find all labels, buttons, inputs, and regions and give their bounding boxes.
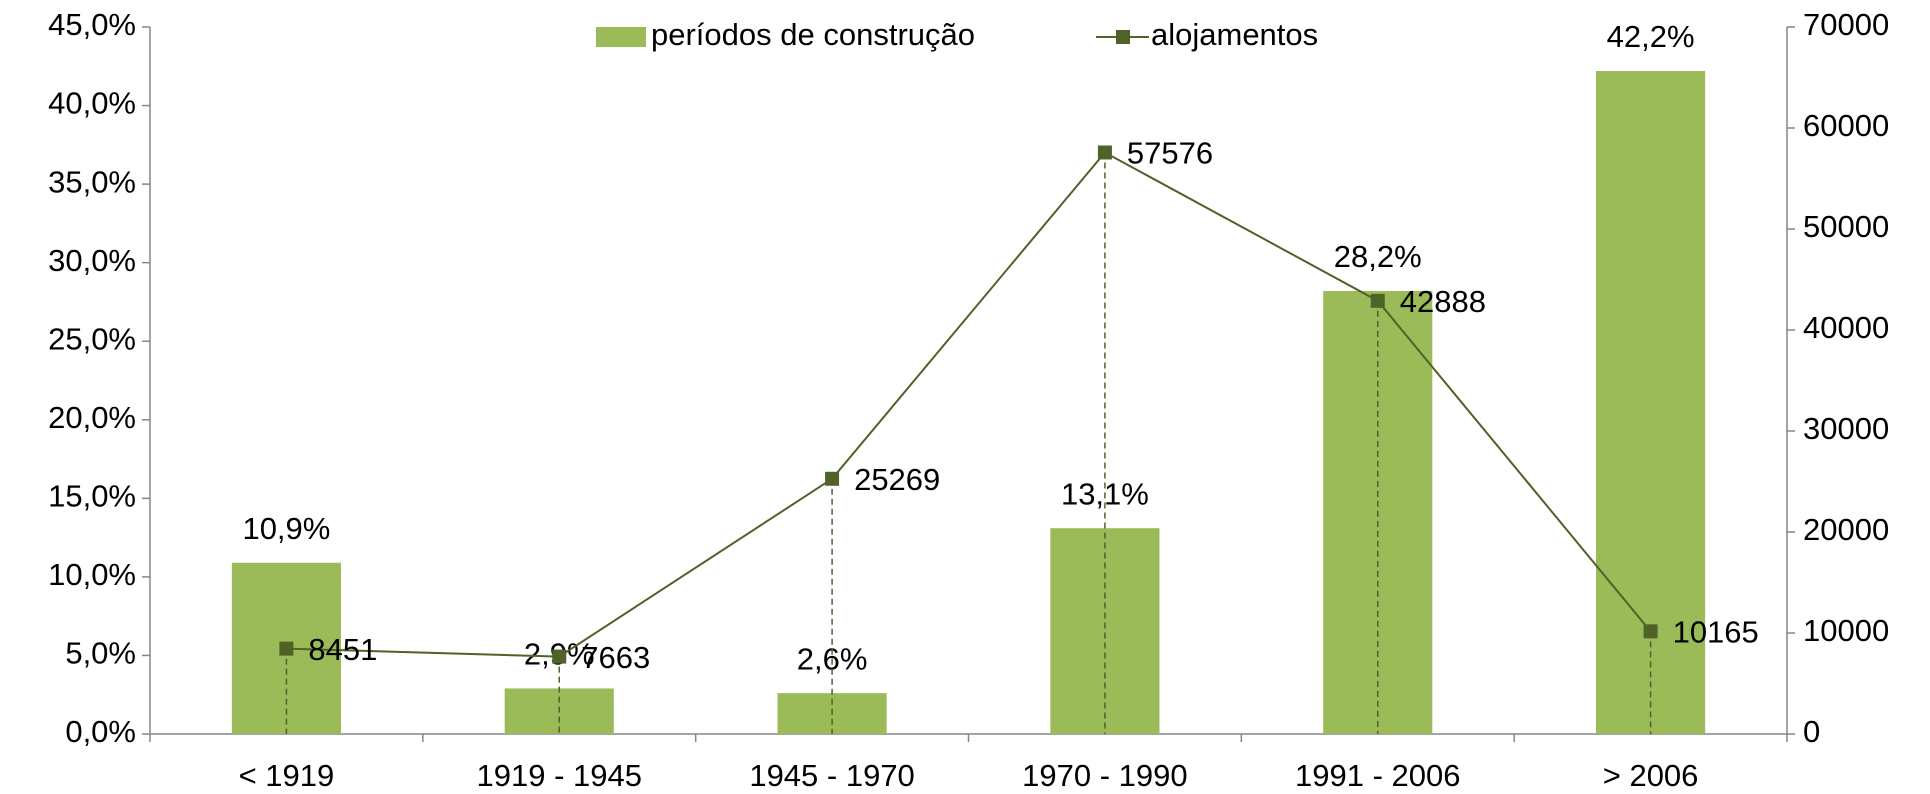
y-tick-label: 15,0%: [48, 479, 136, 514]
line-marker: [1370, 293, 1385, 308]
line-value-label: 10165: [1673, 615, 1759, 650]
legend-marker: [1116, 30, 1130, 44]
y2-tick-label: 10000: [1803, 613, 1889, 648]
line-value-label: 57576: [1127, 136, 1213, 171]
y2-tick-label: 60000: [1803, 108, 1889, 143]
x-tick-label: 1919 - 1945: [477, 758, 642, 793]
y-tick-label: 0,0%: [65, 714, 136, 749]
y2-tick-label: 0: [1803, 714, 1820, 749]
bar: [1596, 70, 1706, 735]
x-tick-label: 1945 - 1970: [749, 758, 914, 793]
y-tick-label: 20,0%: [48, 400, 136, 435]
line-value-label: 7663: [581, 640, 650, 675]
y2-tick-label: 70000: [1803, 7, 1889, 42]
y2-tick-label: 20000: [1803, 512, 1889, 547]
x-tick-label: < 1919: [239, 758, 335, 793]
y-tick-label: 10,0%: [48, 557, 136, 592]
x-tick-label: > 2006: [1603, 758, 1699, 793]
x-tick-label: 1970 - 1990: [1022, 758, 1187, 793]
line-marker: [1097, 145, 1112, 160]
legend-swatch: [596, 27, 646, 47]
y-tick-label: 35,0%: [48, 164, 136, 199]
x-tick-label: 1991 - 2006: [1295, 758, 1460, 793]
line-marker: [825, 471, 840, 486]
line-value-label: 25269: [854, 462, 940, 497]
y-tick-label: 5,0%: [65, 636, 136, 671]
line-marker: [1643, 624, 1658, 639]
bar-value-label: 42,2%: [1607, 19, 1695, 54]
y-tick-label: 25,0%: [48, 321, 136, 356]
y2-tick-label: 50000: [1803, 209, 1889, 244]
legend-label: alojamentos: [1151, 17, 1318, 52]
y2-tick-label: 40000: [1803, 310, 1889, 345]
line-value-label: 8451: [308, 632, 377, 667]
y-tick-label: 45,0%: [48, 7, 136, 42]
bar-value-label: 28,2%: [1334, 239, 1422, 274]
y-tick-label: 30,0%: [48, 243, 136, 278]
y2-tick-label: 30000: [1803, 411, 1889, 446]
line: [286, 151, 1652, 658]
bar-value-label: 10,9%: [242, 511, 330, 546]
line-value-label: 42888: [1400, 284, 1486, 319]
line-marker: [552, 649, 567, 664]
y-tick-label: 40,0%: [48, 86, 136, 121]
legend-label: períodos de construção: [651, 17, 975, 52]
line-marker: [279, 641, 294, 656]
